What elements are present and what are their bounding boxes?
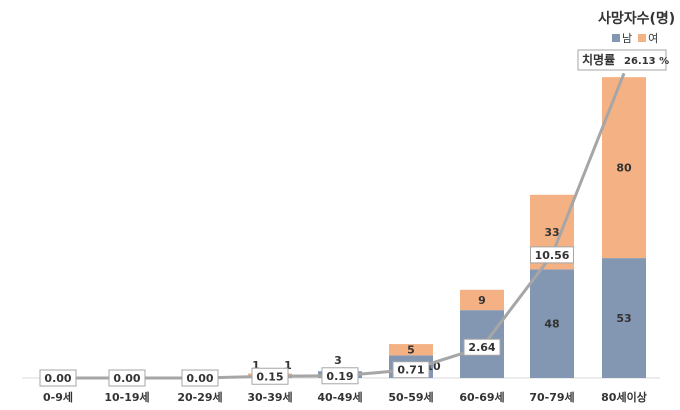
bar-female [389,344,433,356]
x-tick-label: 70-79세 [529,390,574,404]
line-label-box [463,338,501,356]
x-tick-label: 50-59세 [388,390,433,404]
line-label-box [108,369,146,387]
line-label-box [321,367,359,385]
line-data-label: 0.71 [397,364,424,377]
data-label-male: 53 [616,312,631,325]
data-label-male: 1 [284,359,292,372]
data-label-female: 5 [407,344,415,357]
data-label-male: 3 [334,354,342,367]
line-label-box [251,367,289,385]
line-data-label: 0.15 [256,370,283,383]
legend-item-male: 남 [612,30,632,46]
line-data-label: 0.00 [186,372,213,385]
x-tick-label: 40-49세 [317,390,362,404]
data-label-male: 48 [544,318,559,331]
x-tick-label: 20-29세 [177,390,222,404]
line-label-box [181,369,219,387]
line-data-label: 0.00 [44,372,71,385]
line-data-label: 2.64 [468,341,495,354]
line-label-box [392,361,430,379]
x-tick-label: 80세이상 [601,390,647,404]
line-label-box [39,369,77,387]
annotation-box [577,49,667,71]
x-tick-label: 10-19세 [104,390,149,404]
chart-title: 사망자수(명) [598,11,676,27]
legend-swatch-female [638,34,647,42]
x-tick-label: 30-39세 [247,390,292,404]
line-data-label: 0.00 [113,372,140,385]
annotation-value: 26.13 % [624,56,669,67]
line-label-box [530,246,574,264]
bar-female [460,289,504,311]
x-tick-label: 60-69세 [459,390,504,404]
legend-item-female: 여 [638,30,658,46]
bar-male [530,269,574,378]
data-label-female: 9 [478,294,486,307]
legend-swatch-male [612,34,620,42]
line-data-label: 0.19 [326,370,353,383]
x-tick-label: 0-9세 [43,390,73,404]
annotation-label: 치명률 [582,52,615,67]
line-data-label: 10.56 [535,249,570,262]
data-label-female: 80 [616,162,632,175]
bar-male [602,258,646,378]
data-label-female: 33 [544,226,559,239]
data-label-female: 1 [252,359,260,372]
legend: 남 여 [612,30,658,46]
